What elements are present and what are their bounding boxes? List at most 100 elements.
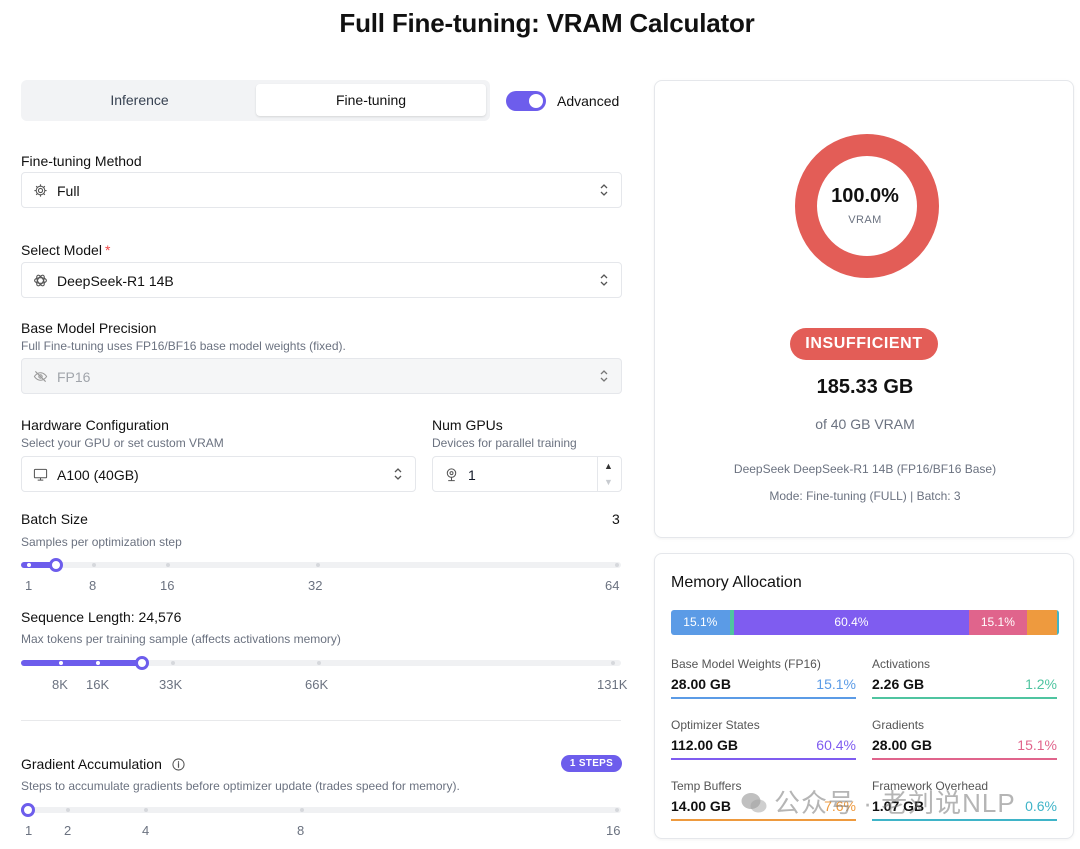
- mem-item-activations: Activations 2.26 GB 1.2%: [872, 657, 1057, 707]
- method-label: Fine-tuning Method: [21, 153, 142, 169]
- mem-item-name: Gradients: [872, 718, 925, 732]
- mem-item-gb: 14.00 GB: [671, 798, 731, 814]
- precision-select: FP16: [21, 358, 622, 394]
- hardware-select[interactable]: A100 (40GB): [21, 456, 416, 492]
- slider-fill: [21, 660, 142, 666]
- model-value: DeepSeek-R1 14B: [57, 273, 174, 289]
- slider-step-dot: [96, 661, 100, 665]
- seq-sub: Max tokens per training sample (affects …: [21, 632, 341, 646]
- slider-step-dot: [166, 563, 170, 567]
- advanced-toggle[interactable]: [506, 91, 546, 111]
- gpus-stepper: ▲ ▼: [597, 457, 621, 491]
- vram-percent: 100.0%: [831, 185, 899, 207]
- slider-step-dot: [611, 661, 615, 665]
- memory-bar-segment: 15.1%: [968, 610, 1028, 635]
- memory-bar-segment: 60.4%: [734, 610, 969, 635]
- slider-thumb[interactable]: [135, 656, 149, 670]
- mem-item-line: [671, 758, 856, 760]
- batch-tick: 64: [605, 578, 620, 593]
- model-info: DeepSeek DeepSeek-R1 14B (FP16/BF16 Base…: [733, 462, 997, 476]
- mem-item-temp-buffers: Temp Buffers 14.00 GB 7.6%: [671, 779, 856, 829]
- slider-step-dot: [171, 661, 175, 665]
- chevron-updown-icon: [600, 184, 608, 196]
- wechat-logo-icon: [741, 793, 767, 813]
- method-select[interactable]: Full: [21, 172, 622, 208]
- increment-icon[interactable]: ▲: [604, 461, 613, 471]
- grad-label-text: Gradient Accumulation: [21, 756, 162, 772]
- hardware-sub: Select your GPU or set custom VRAM: [21, 436, 224, 450]
- donut-arc: [795, 134, 939, 278]
- watermark: 公众号 · 老刘说NLP: [740, 783, 1016, 820]
- mode-tabs: Inference Fine-tuning: [21, 80, 490, 121]
- gpus-label: Num GPUs: [432, 417, 503, 433]
- seq-slider[interactable]: [21, 656, 621, 670]
- tab-inference[interactable]: Inference: [110, 92, 169, 108]
- precision-sub: Full Fine-tuning uses FP16/BF16 base mod…: [21, 339, 346, 353]
- monitor-icon: [33, 468, 48, 481]
- gpus-input[interactable]: 1 ▲ ▼: [432, 456, 622, 492]
- grad-tick: 1: [25, 823, 33, 838]
- status-badge: INSUFFICIENT: [790, 328, 938, 360]
- mem-item-pct: 60.4%: [816, 737, 856, 753]
- grad-tick: 8: [297, 823, 305, 838]
- mem-item-pct: 15.1%: [1017, 737, 1057, 753]
- memory-title: Memory Allocation: [671, 574, 802, 591]
- hardware-value: A100 (40GB): [57, 467, 139, 483]
- model-select[interactable]: DeepSeek-R1 14B: [21, 262, 622, 298]
- gpus-sub: Devices for parallel training: [432, 436, 577, 450]
- slider-thumb[interactable]: [49, 558, 63, 572]
- seq-tick: 131K: [597, 677, 628, 692]
- mem-item-name: Activations: [872, 657, 931, 671]
- mem-item-gb: 1.07 GB: [872, 798, 925, 814]
- method-value: Full: [57, 183, 80, 199]
- slider-step-dot: [300, 808, 304, 812]
- mem-item-line: [872, 697, 1057, 699]
- info-icon[interactable]: [172, 758, 185, 771]
- gpus-value: 1: [468, 467, 476, 483]
- precision-value: FP16: [57, 369, 91, 385]
- batch-label: Batch Size: [21, 511, 88, 527]
- page-title: Full Fine-tuning: VRAM Calculator: [339, 8, 755, 38]
- chevron-updown-icon: [394, 468, 402, 480]
- memory-bar-segment: 15.1%: [671, 610, 730, 635]
- model-label: Select Model *: [21, 242, 110, 258]
- batch-value: 3: [612, 511, 620, 527]
- hardware-label: Hardware Configuration: [21, 417, 169, 433]
- mem-item-line: [872, 758, 1057, 760]
- mem-item-pct: 15.1%: [816, 676, 856, 692]
- mem-item-line: [872, 819, 1057, 821]
- slider-thumb[interactable]: [21, 803, 35, 817]
- mode-info: Mode: Fine-tuning (FULL) | Batch: 3: [769, 489, 961, 503]
- batch-tick: 32: [308, 578, 323, 593]
- mem-item-line: [671, 819, 856, 821]
- available-vram: of 40 GB VRAM: [815, 416, 915, 432]
- slider-step-dot: [66, 808, 70, 812]
- memory-bar-segment: [729, 610, 735, 635]
- mem-item-name: Base Model Weights (FP16): [671, 657, 821, 671]
- grad-slider[interactable]: [21, 803, 621, 817]
- slider-step-dot: [615, 563, 619, 567]
- mem-item-line: [671, 697, 856, 699]
- slider-step-dot: [59, 661, 63, 665]
- batch-slider[interactable]: [21, 558, 621, 572]
- mem-item-pct: 7.6%: [824, 798, 856, 814]
- chevron-updown-icon: [600, 370, 608, 382]
- vram-percent-unit: VRAM: [848, 214, 882, 226]
- tab-fine-tuning[interactable]: Fine-tuning: [256, 84, 486, 116]
- decrement-icon[interactable]: ▼: [604, 477, 613, 487]
- mem-item-weights: Base Model Weights (FP16) 28.00 GB 15.1%: [671, 657, 856, 707]
- slider-step-dot: [317, 661, 321, 665]
- batch-tick: 8: [89, 578, 97, 593]
- mem-item-name: Temp Buffers: [671, 779, 742, 793]
- required-mark: *: [104, 242, 111, 258]
- seq-tick: 66K: [305, 677, 329, 692]
- memory-bar-segment: [1056, 610, 1059, 635]
- mem-item-name: Optimizer States: [671, 718, 760, 732]
- advanced-label: Advanced: [557, 93, 620, 109]
- grad-label: Gradient Accumulation: [21, 756, 185, 772]
- grad-tick: 16: [606, 823, 621, 838]
- watermark-text: 公众号 · 老刘说NLP: [774, 788, 1016, 818]
- webcam-icon: [446, 468, 457, 482]
- slider-step-dot: [615, 808, 619, 812]
- batch-tick: 16: [160, 578, 175, 593]
